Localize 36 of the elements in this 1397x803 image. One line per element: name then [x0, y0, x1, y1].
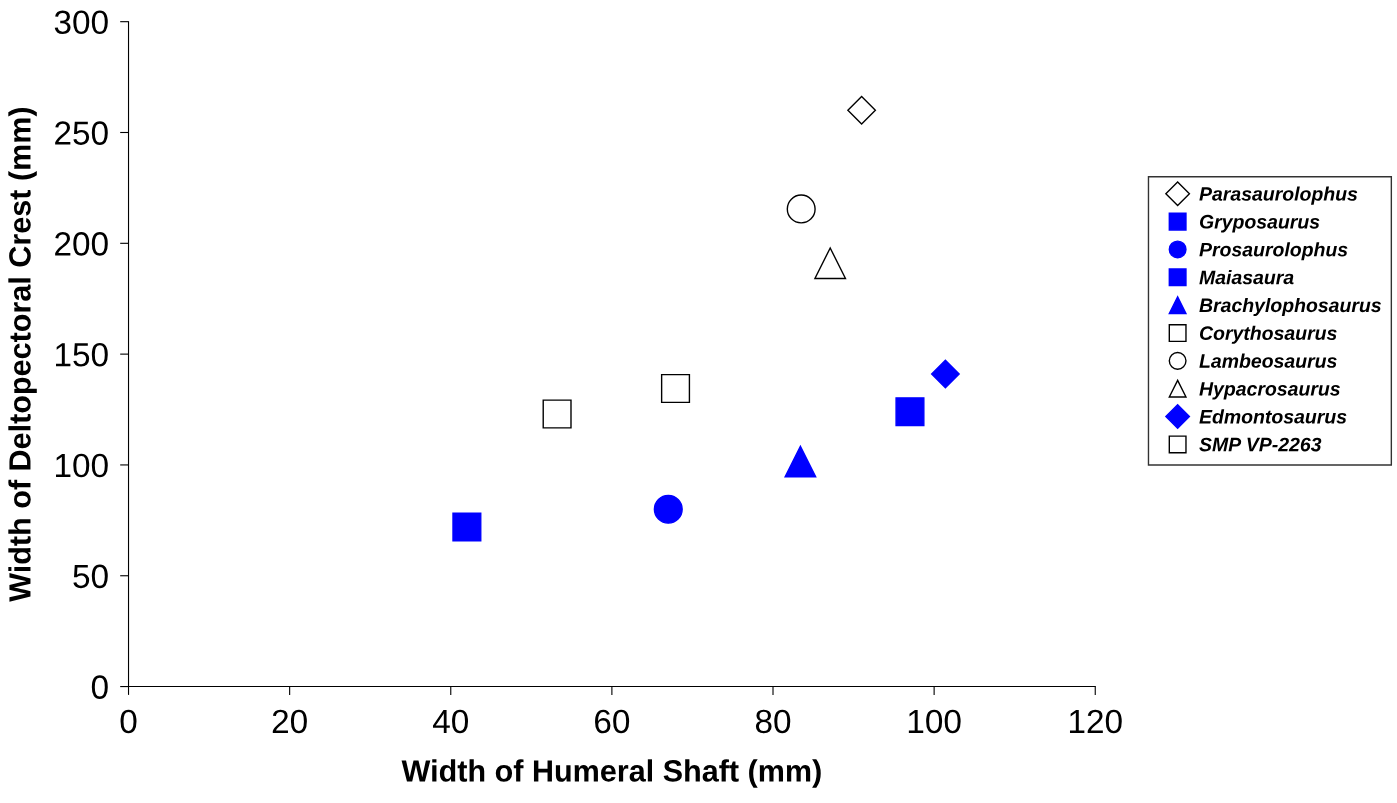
legend-label: Maiasaura	[1199, 270, 1294, 285]
y-tick-label: 250	[55, 121, 108, 145]
point	[542, 399, 572, 429]
point	[847, 95, 877, 125]
point	[452, 512, 482, 542]
y-tick-label: 0	[91, 675, 108, 699]
x-tick-label: 80	[755, 709, 791, 734]
y-axis-title: Width of Deltopectoral Crest (mm)	[8, 107, 37, 602]
point	[814, 247, 847, 280]
x-tick-label: 20	[272, 709, 307, 734]
y-tick-label: 200	[55, 232, 108, 256]
x-tick-label: 60	[595, 709, 630, 734]
legend-label: Brachylophosaurus	[1199, 297, 1381, 317]
legend-label: Gryposaurus	[1199, 214, 1320, 233]
point	[786, 194, 816, 224]
legend-label: Edmontosaurus	[1199, 409, 1347, 424]
point	[784, 445, 817, 478]
legend-label: Hypacrosaurus	[1199, 382, 1340, 400]
y-tick-label: 300	[54, 10, 108, 35]
y-tick-label: 150	[56, 342, 108, 367]
point	[895, 397, 925, 427]
x-tick-label: 100	[908, 709, 961, 734]
legend-label: Parasaurolophus	[1199, 186, 1358, 205]
x-axis-title: Width of Humeral Shaft (mm)	[401, 759, 821, 788]
x-tick-label: 120	[1069, 709, 1122, 734]
x-tick-label: 40	[432, 709, 468, 734]
point	[930, 359, 960, 389]
legend-label: Corythosaurus	[1199, 325, 1337, 344]
x-tick-label: 0	[120, 709, 137, 734]
point	[653, 494, 683, 524]
legend-label: Lambeosaurus	[1199, 353, 1337, 368]
point	[660, 373, 691, 404]
legend-label: Prosaurolophus	[1199, 242, 1348, 261]
legend-label: SMP VP-2263	[1199, 437, 1322, 452]
y-tick-label: 50	[73, 564, 108, 589]
y-tick-label: 100	[56, 453, 108, 478]
